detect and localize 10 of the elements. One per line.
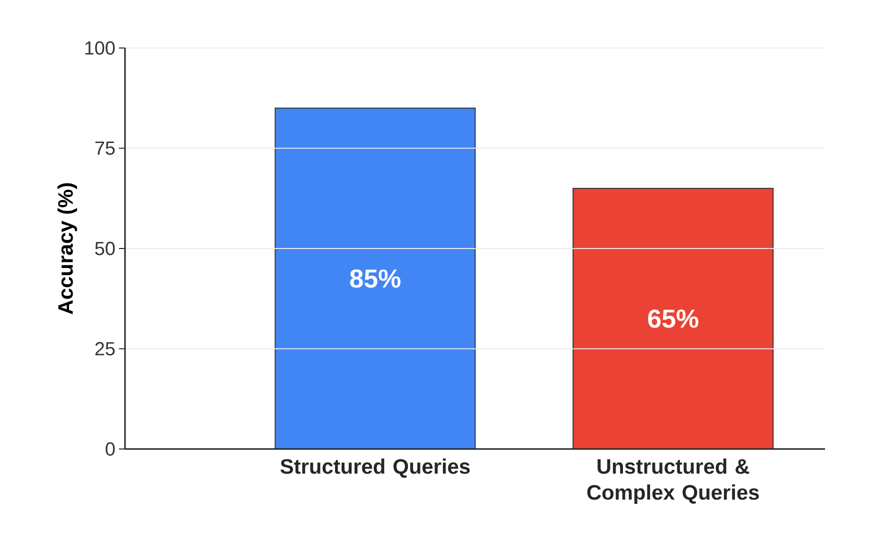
y-tick-label: 50: [95, 242, 115, 256]
data-label: 65%: [648, 309, 698, 328]
y-axis-title: Accuracy (%): [58, 183, 78, 314]
data-label: 85%: [350, 269, 400, 288]
x-tick-label: Structured Queries: [280, 458, 470, 478]
y-tick-label: 100: [85, 41, 115, 55]
y-tick-label: 25: [95, 342, 115, 356]
y-tick-label: 75: [95, 142, 115, 155]
x-tick-label: Unstructured & Complex Queries: [587, 458, 759, 504]
y-tick-label: 0: [106, 442, 115, 456]
